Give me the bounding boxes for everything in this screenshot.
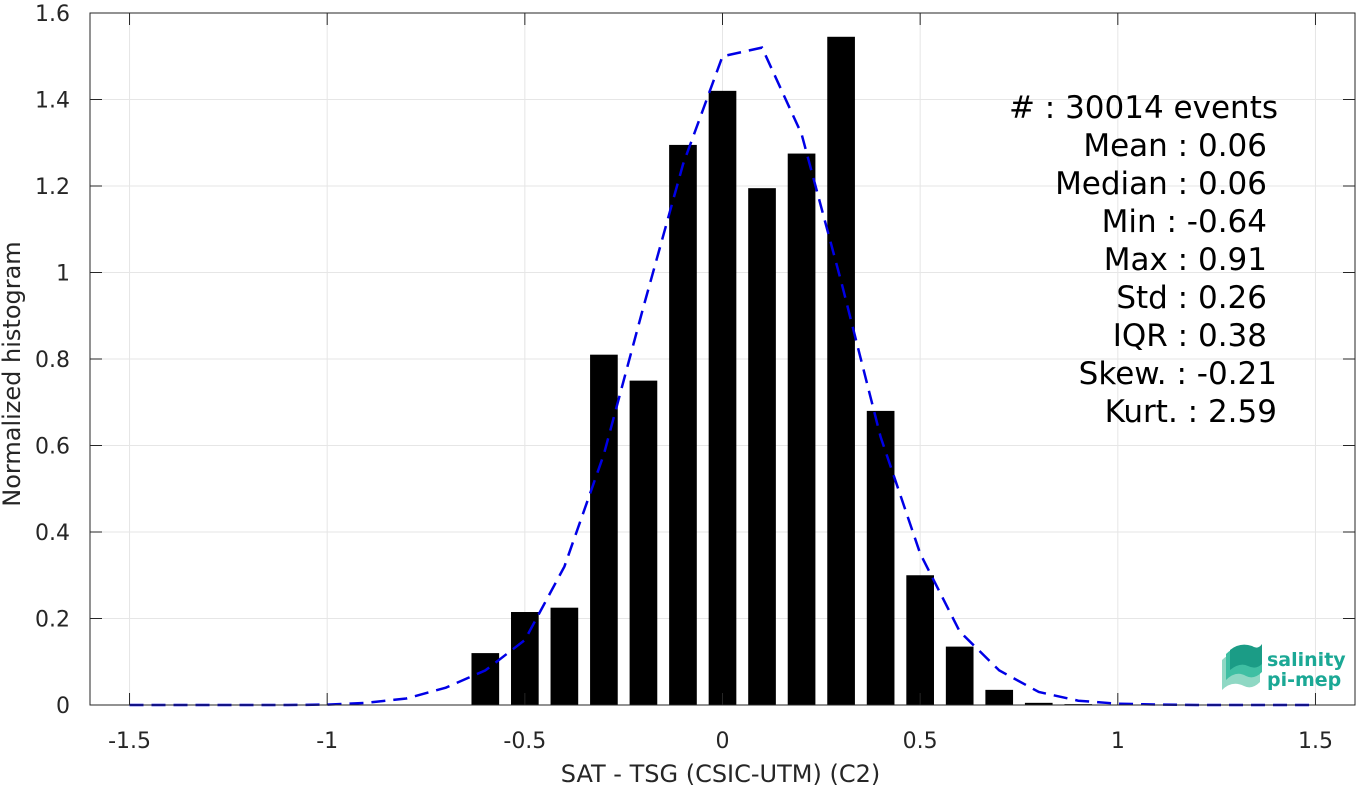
y-tick-label: 0.2: [35, 608, 70, 633]
x-tick-label: 0.5: [903, 729, 938, 754]
x-tick-labels: -1.5 -1 -0.5 0 0.5 1 1.5: [108, 729, 1333, 754]
bar: [590, 354, 618, 705]
y-tick-label: 0.6: [35, 435, 70, 460]
bars: [471, 36, 1093, 706]
y-tick-label: 1.4: [35, 89, 70, 114]
x-tick-label: -1: [316, 729, 338, 754]
x-tick-label: -1.5: [108, 729, 151, 754]
x-tick-label: 0: [716, 729, 730, 754]
bar: [511, 612, 539, 705]
bar: [827, 36, 855, 706]
stat-line: Kurt. : 2.59: [1105, 394, 1277, 430]
bar: [945, 646, 974, 705]
stat-line: Std : 0.26: [1116, 280, 1267, 316]
bar: [669, 144, 697, 706]
salinity-pi-mep-logo: salinity pi-mep: [1222, 644, 1346, 691]
stat-line: Median : 0.06: [1055, 166, 1267, 202]
y-tick-labels: 0 0.2 0.4 0.6 0.8 1 1.2 1.4 1.6: [35, 2, 70, 719]
x-axis-label: SAT - TSG (CSIC-UTM) (C2): [561, 760, 880, 785]
bar: [550, 607, 579, 705]
bar: [906, 575, 934, 705]
y-tick-label: 1.2: [35, 175, 70, 200]
tick-marks: [90, 12, 1355, 706]
stat-line: # : 30014 events: [1009, 90, 1278, 126]
y-axis-label: Normalized histogram: [0, 241, 26, 506]
x-tick-label: 1.5: [1298, 729, 1333, 754]
bar: [1024, 702, 1053, 705]
stat-line: Max : 0.91: [1104, 242, 1267, 278]
bar: [471, 653, 500, 705]
y-tick-label: 0.4: [35, 521, 70, 546]
stat-line: Min : -0.64: [1102, 204, 1267, 240]
y-tick-label: 1: [56, 262, 70, 287]
stat-line: Skew. : -0.21: [1079, 356, 1277, 392]
logo-text-line2: pi-mep: [1267, 669, 1341, 691]
y-tick-label: 0: [56, 694, 70, 719]
x-tick-label: 1: [1111, 729, 1125, 754]
bar: [787, 153, 816, 705]
x-tick-label: -0.5: [503, 729, 546, 754]
bar: [748, 188, 776, 706]
y-tick-label: 1.6: [35, 2, 70, 27]
y-tick-label: 0.8: [35, 348, 70, 373]
bar: [629, 380, 658, 705]
bar: [708, 90, 737, 706]
stat-line: Mean : 0.06: [1083, 128, 1267, 164]
bar: [866, 410, 895, 705]
logo-text-line1: salinity: [1267, 649, 1346, 671]
bar: [985, 689, 1014, 705]
stat-line: IQR : 0.38: [1113, 318, 1267, 354]
wave-logo-icon: [1222, 644, 1262, 690]
